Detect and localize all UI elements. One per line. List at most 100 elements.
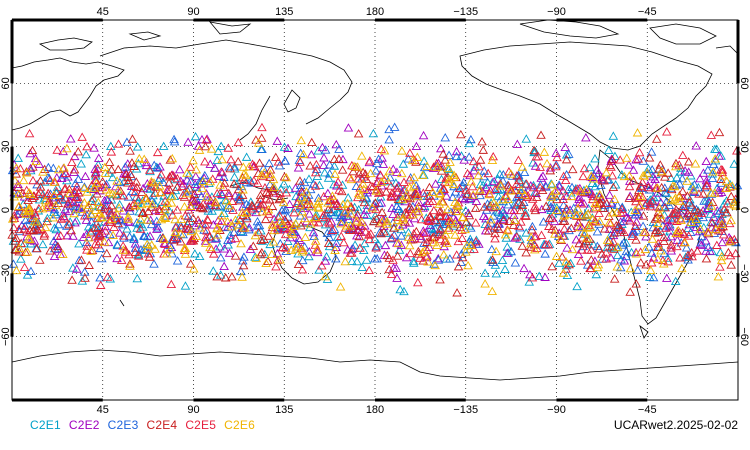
obs-marker-c2e6 [505, 186, 516, 195]
obs-marker-c2e4 [253, 227, 264, 237]
obs-marker-c2e6 [409, 172, 419, 182]
obs-marker-c2e2 [396, 240, 407, 249]
obs-marker-c2e5 [594, 208, 604, 217]
obs-marker-c2e5 [514, 189, 524, 199]
obs-marker-c2e4 [659, 236, 669, 245]
obs-marker-c2e6 [613, 242, 623, 251]
obs-marker-c2e5 [100, 226, 111, 235]
obs-marker-c2e5 [422, 215, 433, 224]
obs-marker-c2e5 [45, 175, 56, 185]
obs-marker-c2e1 [464, 194, 475, 204]
obs-marker-c2e6 [450, 230, 460, 239]
obs-marker-c2e3 [479, 166, 490, 175]
obs-marker-c2e5 [296, 243, 307, 253]
obs-marker-c2e3 [519, 167, 530, 177]
obs-marker-c2e3 [487, 244, 497, 254]
obs-marker-c2e5 [716, 214, 727, 223]
obs-marker-c2e1 [666, 173, 676, 182]
obs-marker-c2e5 [416, 214, 427, 224]
obs-marker-c2e5 [202, 214, 213, 223]
obs-marker-c2e3 [659, 183, 670, 192]
obs-marker-c2e4 [651, 225, 661, 235]
obs-marker-c2e6 [251, 253, 262, 262]
obs-marker-c2e5 [686, 247, 697, 257]
obs-marker-c2e5 [97, 182, 108, 192]
obs-marker-c2e3 [229, 162, 240, 171]
obs-marker-c2e4 [595, 198, 605, 207]
left-lat-labels: 60 30 0 −30 −60 [0, 77, 12, 346]
obs-marker-c2e5 [429, 205, 439, 215]
obs-marker-c2e6 [253, 138, 264, 147]
obs-marker-c2e1 [132, 273, 143, 283]
obs-marker-c2e6 [444, 177, 454, 187]
obs-marker-c2e6 [408, 181, 419, 190]
obs-marker-c2e3 [169, 134, 179, 144]
obs-marker-c2e1 [256, 225, 266, 235]
obs-marker-c2e5 [69, 187, 80, 196]
obs-marker-c2e3 [252, 221, 263, 230]
obs-marker-c2e6 [69, 208, 79, 218]
obs-marker-c2e3 [308, 179, 319, 188]
obs-marker-c2e1 [105, 274, 116, 283]
obs-marker-c2e5 [535, 182, 545, 192]
obs-marker-c2e4 [259, 234, 269, 243]
obs-marker-c2e5 [511, 179, 522, 188]
obs-marker-c2e3 [43, 162, 54, 172]
obs-marker-c2e3 [696, 237, 707, 247]
obs-marker-c2e5 [424, 216, 434, 225]
obs-marker-c2e2 [312, 247, 323, 257]
obs-marker-c2e2 [58, 146, 68, 156]
obs-marker-c2e6 [298, 149, 309, 159]
obs-marker-c2e4 [607, 241, 617, 251]
obs-marker-c2e4 [487, 255, 498, 264]
obs-marker-c2e2 [93, 153, 104, 162]
obs-marker-c2e1 [332, 207, 343, 216]
obs-marker-c2e4 [625, 287, 635, 296]
obs-marker-c2e5 [419, 228, 429, 237]
obs-marker-c2e4 [594, 244, 605, 253]
obs-marker-c2e1 [729, 159, 739, 168]
obs-marker-c2e5 [364, 234, 375, 244]
obs-marker-c2e5 [387, 233, 397, 242]
obs-marker-c2e1 [93, 201, 104, 211]
obs-marker-c2e5 [260, 183, 270, 192]
obs-marker-c2e1 [314, 265, 324, 274]
obs-marker-c2e4 [345, 225, 355, 234]
obs-marker-c2e6 [224, 200, 234, 210]
obs-marker-c2e5 [617, 204, 627, 213]
obs-marker-c2e4 [165, 155, 176, 164]
obs-marker-c2e5 [371, 243, 381, 252]
obs-marker-c2e3 [185, 176, 196, 186]
obs-marker-c2e2 [65, 134, 76, 143]
obs-marker-c2e2 [52, 231, 63, 240]
obs-marker-c2e5 [577, 245, 587, 254]
obs-marker-c2e5 [201, 135, 212, 144]
obs-marker-c2e3 [351, 181, 362, 190]
obs-marker-c2e1 [521, 134, 532, 143]
obs-marker-c2e1 [352, 256, 362, 266]
obs-marker-c2e5 [405, 248, 416, 258]
obs-marker-c2e6 [278, 197, 289, 207]
obs-marker-c2e4 [631, 279, 642, 288]
obs-marker-c2e1 [480, 268, 490, 277]
obs-marker-c2e6 [180, 249, 191, 258]
obs-marker-c2e5 [133, 251, 144, 260]
obs-marker-c2e1 [590, 154, 600, 163]
obs-marker-c2e6 [313, 199, 323, 208]
obs-marker-c2e5 [218, 182, 229, 191]
obs-marker-c2e5 [130, 187, 140, 197]
obs-marker-c2e4 [607, 154, 618, 164]
obs-marker-c2e5 [392, 212, 403, 221]
obs-marker-c2e3 [326, 226, 336, 236]
obs-marker-c2e2 [481, 182, 492, 192]
obs-marker-c2e5 [660, 203, 670, 212]
obs-marker-c2e4 [143, 206, 154, 216]
obs-marker-c2e2 [581, 133, 591, 142]
obs-marker-c2e6 [37, 204, 48, 213]
obs-marker-c2e3 [392, 201, 402, 210]
obs-marker-c2e3 [178, 229, 188, 239]
obs-marker-c2e3 [229, 227, 239, 236]
obs-marker-c2e4 [381, 187, 392, 196]
obs-marker-c2e5 [329, 199, 339, 209]
obs-marker-c2e1 [369, 234, 380, 244]
